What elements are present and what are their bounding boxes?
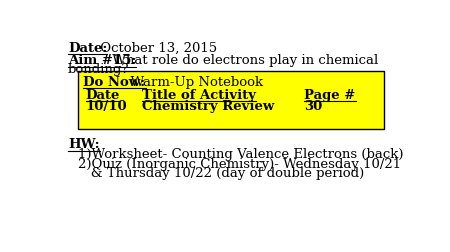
Text: Warm-Up Notebook: Warm-Up Notebook: [122, 76, 263, 88]
Text: October 13, 2015: October 13, 2015: [96, 42, 217, 55]
FancyBboxPatch shape: [78, 72, 384, 130]
Text: 30: 30: [304, 99, 323, 112]
Text: Aim #15:: Aim #15:: [68, 54, 136, 67]
Text: Date:: Date:: [68, 42, 107, 55]
Text: & Thursday 10/22 (day of double period): & Thursday 10/22 (day of double period): [78, 167, 364, 180]
Text: 10/10: 10/10: [86, 99, 127, 112]
Text: bonding?: bonding?: [68, 63, 130, 76]
Text: Chemistry Review: Chemistry Review: [141, 99, 274, 112]
Text: HW:: HW:: [68, 138, 99, 150]
Text: 2)Quiz (Inorganic Chemistry)- Wednesday 10/21: 2)Quiz (Inorganic Chemistry)- Wednesday …: [78, 158, 401, 171]
Text: Page #: Page #: [304, 88, 356, 102]
Text: Do Now:: Do Now:: [83, 76, 145, 88]
Text: Title of Activity: Title of Activity: [141, 88, 256, 102]
Text: Date: Date: [86, 88, 120, 102]
Text: 1)Worksheet- Counting Valence Electrons (back): 1)Worksheet- Counting Valence Electrons …: [78, 148, 404, 161]
Text: What role do electrons play in chemical: What role do electrons play in chemical: [108, 54, 378, 67]
